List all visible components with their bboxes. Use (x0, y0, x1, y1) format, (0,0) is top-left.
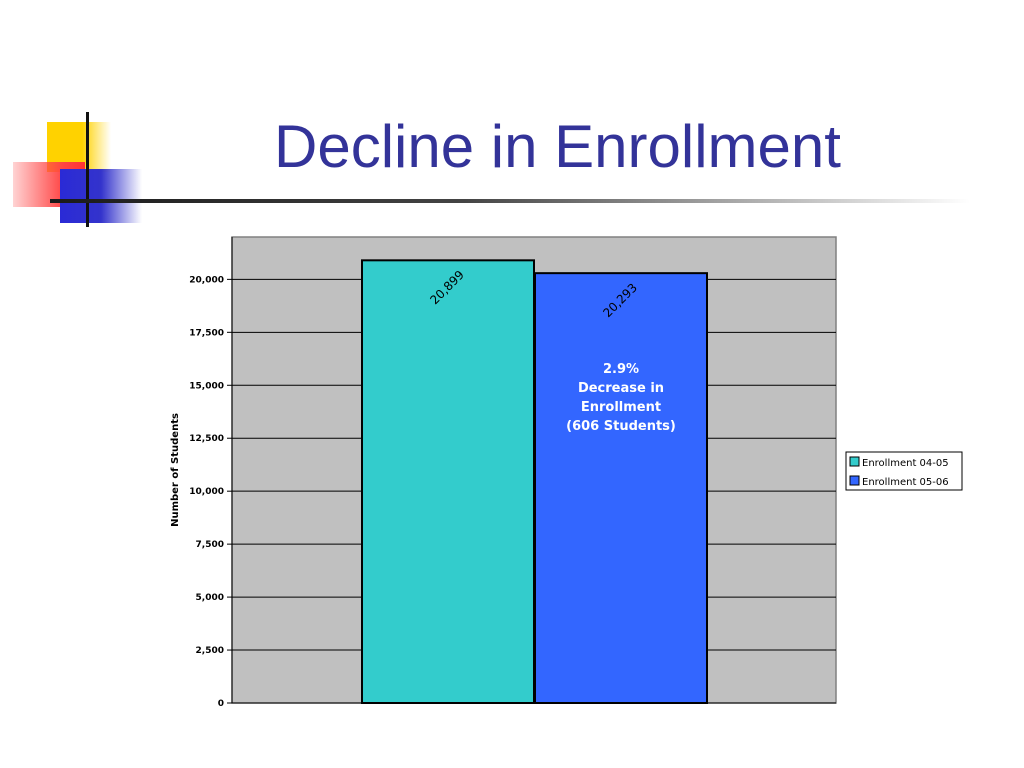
y-tick-label: 5,000 (196, 593, 224, 603)
decorative-blue-square (60, 169, 142, 223)
y-tick-label: 20,000 (189, 275, 224, 285)
y-tick-label: 10,000 (189, 487, 224, 497)
legend-swatch-2 (849, 475, 860, 486)
y-tick-label: 17,500 (189, 328, 224, 338)
annotation-line-1: 2.9% (603, 362, 639, 377)
legend-label-1: Enrollment 04-05 (862, 458, 949, 469)
annotation-line-4: (606 Students) (566, 419, 676, 434)
annotation-line-2: Decrease in (578, 381, 664, 396)
bar-1 (361, 259, 535, 704)
y-tick-label: 12,500 (189, 434, 224, 444)
y-axis-title: Number of Students (170, 413, 181, 527)
y-tick-label: 7,500 (196, 540, 224, 550)
slide-title: Decline in Enrollment (274, 113, 841, 180)
legend-label-2: Enrollment 05-06 (862, 477, 949, 488)
annotation-line-3: Enrollment (581, 400, 661, 415)
legend-box (845, 451, 963, 491)
legend-swatch-1 (849, 456, 860, 467)
title-underline (50, 199, 970, 203)
bar-2 (534, 272, 708, 704)
y-tick-label: 2,500 (196, 646, 224, 656)
decorative-vertical-line (86, 112, 89, 227)
y-tick-label: 0 (218, 699, 224, 709)
y-tick-label: 15,000 (189, 381, 224, 391)
